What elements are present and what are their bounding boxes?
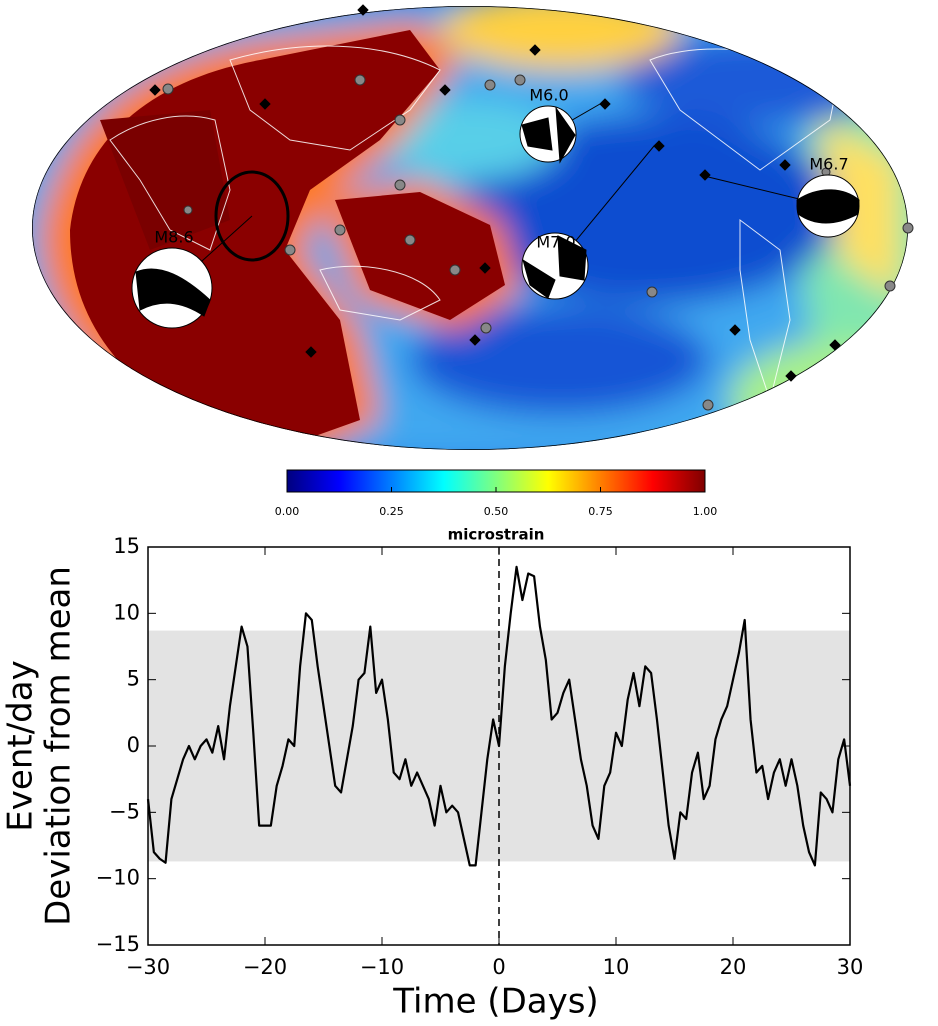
colorbar-tick-label: 0.50	[484, 505, 509, 518]
y-tick-label: −15	[96, 932, 140, 956]
magnitude-label: M7.0	[536, 233, 575, 252]
x-tick-label: 0	[492, 955, 505, 979]
magnitude-label: M6.0	[529, 86, 568, 105]
x-tick-label: −10	[360, 955, 404, 979]
x-tick-label: 20	[720, 955, 747, 979]
y-tick-label: 5	[127, 667, 140, 691]
event-markers	[149, 4, 914, 411]
x-axis-label: Time (Days)	[392, 982, 598, 1022]
colorbar-tick-label: 0.75	[588, 505, 613, 518]
colorbar-label: microstrain	[448, 526, 545, 544]
y-tick-label: −10	[96, 866, 140, 890]
colorbar-tick-label: 0.00	[275, 505, 300, 518]
y-axis-label: Deviation from mean	[39, 566, 79, 926]
magnitude-label: M8.6	[154, 228, 193, 247]
strain-map	[32, 6, 908, 450]
x-tick-label: 30	[837, 955, 864, 979]
colorbar-tick-label: 1.00	[693, 505, 718, 518]
y-axis-label: Event/day	[1, 660, 41, 831]
magnitude-label: M6.7	[809, 155, 848, 174]
colorbar-tick-label: 0.25	[379, 505, 404, 518]
x-tick-label: −30	[126, 955, 170, 979]
focal-mechanisms	[131, 103, 860, 329]
y-tick-label: −5	[109, 799, 140, 823]
x-tick-label: −20	[243, 955, 287, 979]
plot-frame	[147, 546, 851, 946]
y-tick-label: 10	[113, 600, 140, 624]
y-tick-label: 15	[113, 534, 140, 558]
x-tick-label: 10	[603, 955, 630, 979]
series-line	[146, 565, 852, 867]
y-tick-label: 0	[127, 733, 140, 757]
